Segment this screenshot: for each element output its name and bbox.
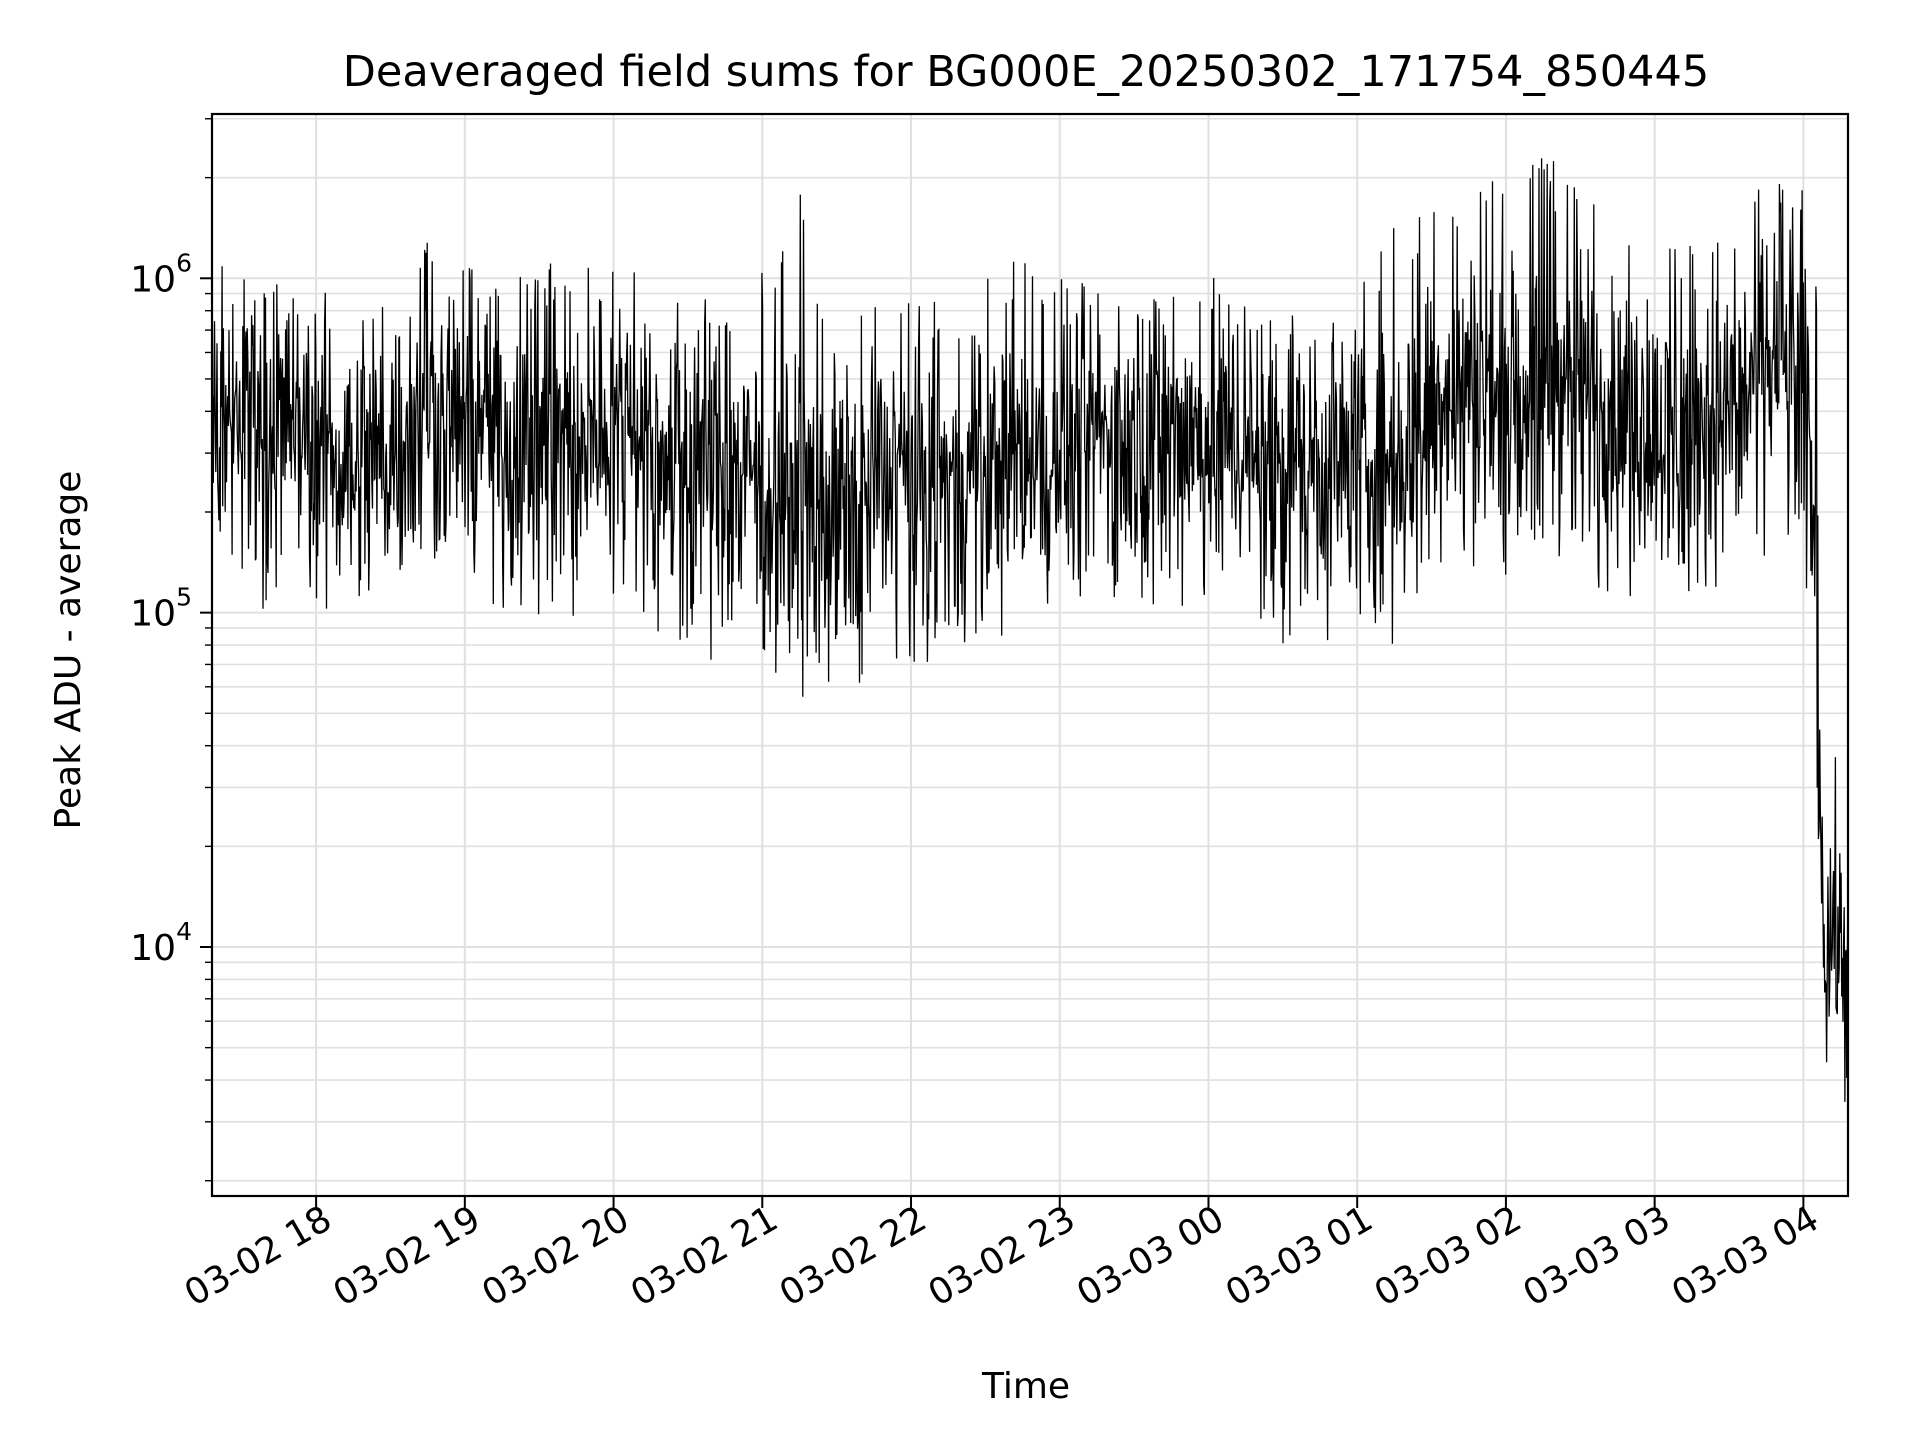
y-axis: 104 105 106 [130,118,212,1182]
chart-title: Deaveraged field sums for BG000E_2025030… [343,47,1709,97]
y-tick-label: 104 [130,917,192,969]
x-axis-label: Time [981,1366,1070,1407]
plot-frame [210,112,1850,1198]
plot-area [211,158,1849,1102]
y-tick-label: 105 [130,583,192,635]
series-line [211,158,1849,1102]
y-tick-label: 106 [130,248,192,300]
y-axis-label: Peak ADU - average [48,471,89,830]
grid [212,114,1848,1196]
